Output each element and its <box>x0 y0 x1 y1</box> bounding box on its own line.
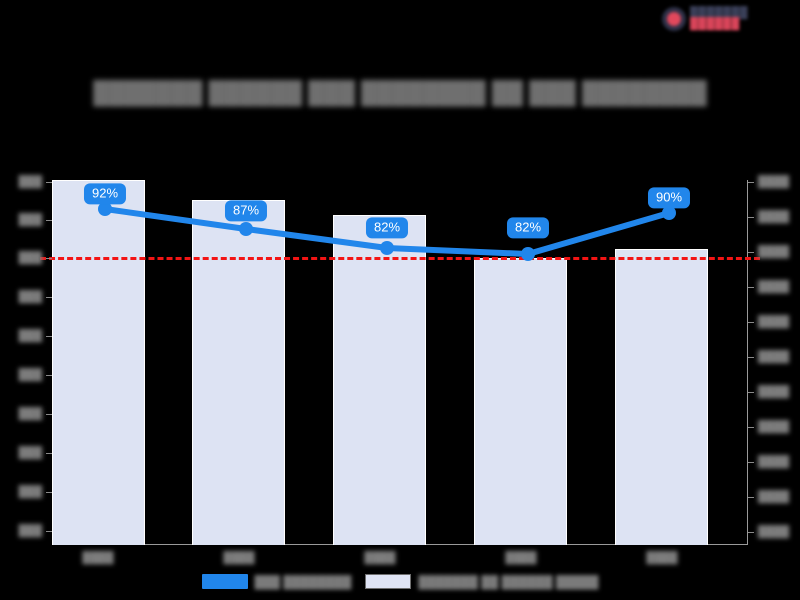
y-label-left-6: ███ <box>18 408 42 420</box>
y-tick-right-4 <box>748 322 754 323</box>
y-label-left-1: ███ <box>18 214 42 226</box>
data-label-0: 92% <box>83 183 127 205</box>
y-label-right-2: ████ <box>758 246 790 258</box>
y-tick-left-9 <box>46 531 52 532</box>
legend-swatch-bar-icon <box>365 574 412 589</box>
y-label-left-7: ███ <box>18 447 42 459</box>
line-marker-2[interactable] <box>380 241 394 255</box>
x-label-4: ████ <box>646 552 678 564</box>
y-label-right-3: ████ <box>758 281 790 293</box>
brand-logo: ███████ ██████ <box>662 4 758 34</box>
y-tick-left-2 <box>46 258 52 259</box>
y-tick-left-3 <box>46 297 52 298</box>
plot-area: ███ ███ ███ ███ ███ ███ ███ ███ ███ ███ … <box>19 176 790 564</box>
legend-label-line: ███ ████████ <box>254 574 352 589</box>
legend-item-line[interactable]: ███ ████████ <box>201 574 352 589</box>
legend-label-bar: ███████ ██ ██████ █████ <box>418 574 599 589</box>
y-tick-right-0 <box>748 182 754 183</box>
y-tick-right-3 <box>748 287 754 288</box>
legend-swatch-line-icon <box>201 574 248 589</box>
y-tick-left-5 <box>46 375 52 376</box>
line-marker-4[interactable] <box>662 206 676 220</box>
y-tick-right-8 <box>748 462 754 463</box>
data-label-1: 87% <box>224 200 268 222</box>
y-tick-left-1 <box>46 220 52 221</box>
logo-line-1: ███████ <box>690 7 749 19</box>
y-label-left-2: ███ <box>18 252 42 264</box>
y-label-right-1: ████ <box>758 211 790 223</box>
y-label-right-8: ████ <box>758 456 790 468</box>
y-label-left-8: ███ <box>18 486 42 498</box>
bar-5[interactable] <box>615 249 708 545</box>
y-tick-right-5 <box>748 357 754 358</box>
y-label-right-6: ████ <box>758 386 790 398</box>
logo-wordmark: ███████ ██████ <box>690 8 748 30</box>
x-label-3: ████ <box>505 552 537 564</box>
chart-title: ███████ ██████ ███ ████████ ██ ███ █████… <box>93 80 707 105</box>
line-marker-3[interactable] <box>521 247 535 261</box>
y-label-left-9: ███ <box>18 525 42 537</box>
logo-line-2: ██████ <box>690 18 740 30</box>
y-tick-right-7 <box>748 427 754 428</box>
data-label-2: 82% <box>365 217 409 239</box>
y-tick-right-2 <box>748 252 754 253</box>
y-axis-right-line <box>747 180 748 545</box>
y-label-right-7: ████ <box>758 421 790 433</box>
y-label-left-0: ███ <box>18 176 42 188</box>
y-label-right-10: ████ <box>758 526 790 538</box>
y-tick-left-0 <box>46 182 52 183</box>
x-label-1: ████ <box>223 552 255 564</box>
y-label-right-9: ████ <box>758 491 790 503</box>
chart-legend: ███ ████████ ███████ ██ ██████ █████ <box>0 571 800 592</box>
y-tick-left-4 <box>46 336 52 337</box>
legend-item-bar[interactable]: ███████ ██ ██████ █████ <box>365 574 598 589</box>
y-tick-right-6 <box>748 392 754 393</box>
logo-circle-icon <box>662 7 686 31</box>
bar-3[interactable] <box>333 215 426 545</box>
reference-line <box>40 257 760 260</box>
y-label-left-5: ███ <box>18 369 42 381</box>
data-label-3: 82% <box>506 217 550 239</box>
line-marker-1[interactable] <box>239 222 253 236</box>
y-label-right-0: ████ <box>758 176 790 188</box>
y-label-right-4: ████ <box>758 316 790 328</box>
y-tick-right-10 <box>748 532 754 533</box>
x-label-2: ████ <box>364 552 396 564</box>
y-tick-right-9 <box>748 497 754 498</box>
bar-4[interactable] <box>474 258 567 545</box>
y-label-left-4: ███ <box>18 330 42 342</box>
x-label-0: ████ <box>82 552 114 564</box>
line-marker-0[interactable] <box>98 202 112 216</box>
line-series <box>98 202 676 261</box>
y-tick-right-1 <box>748 217 754 218</box>
y-tick-left-8 <box>46 492 52 493</box>
bar-1[interactable] <box>52 180 145 545</box>
data-label-4: 90% <box>647 187 691 209</box>
y-tick-left-7 <box>46 453 52 454</box>
y-tick-left-6 <box>46 414 52 415</box>
y-label-right-5: ████ <box>758 351 790 363</box>
y-label-left-3: ███ <box>18 291 42 303</box>
